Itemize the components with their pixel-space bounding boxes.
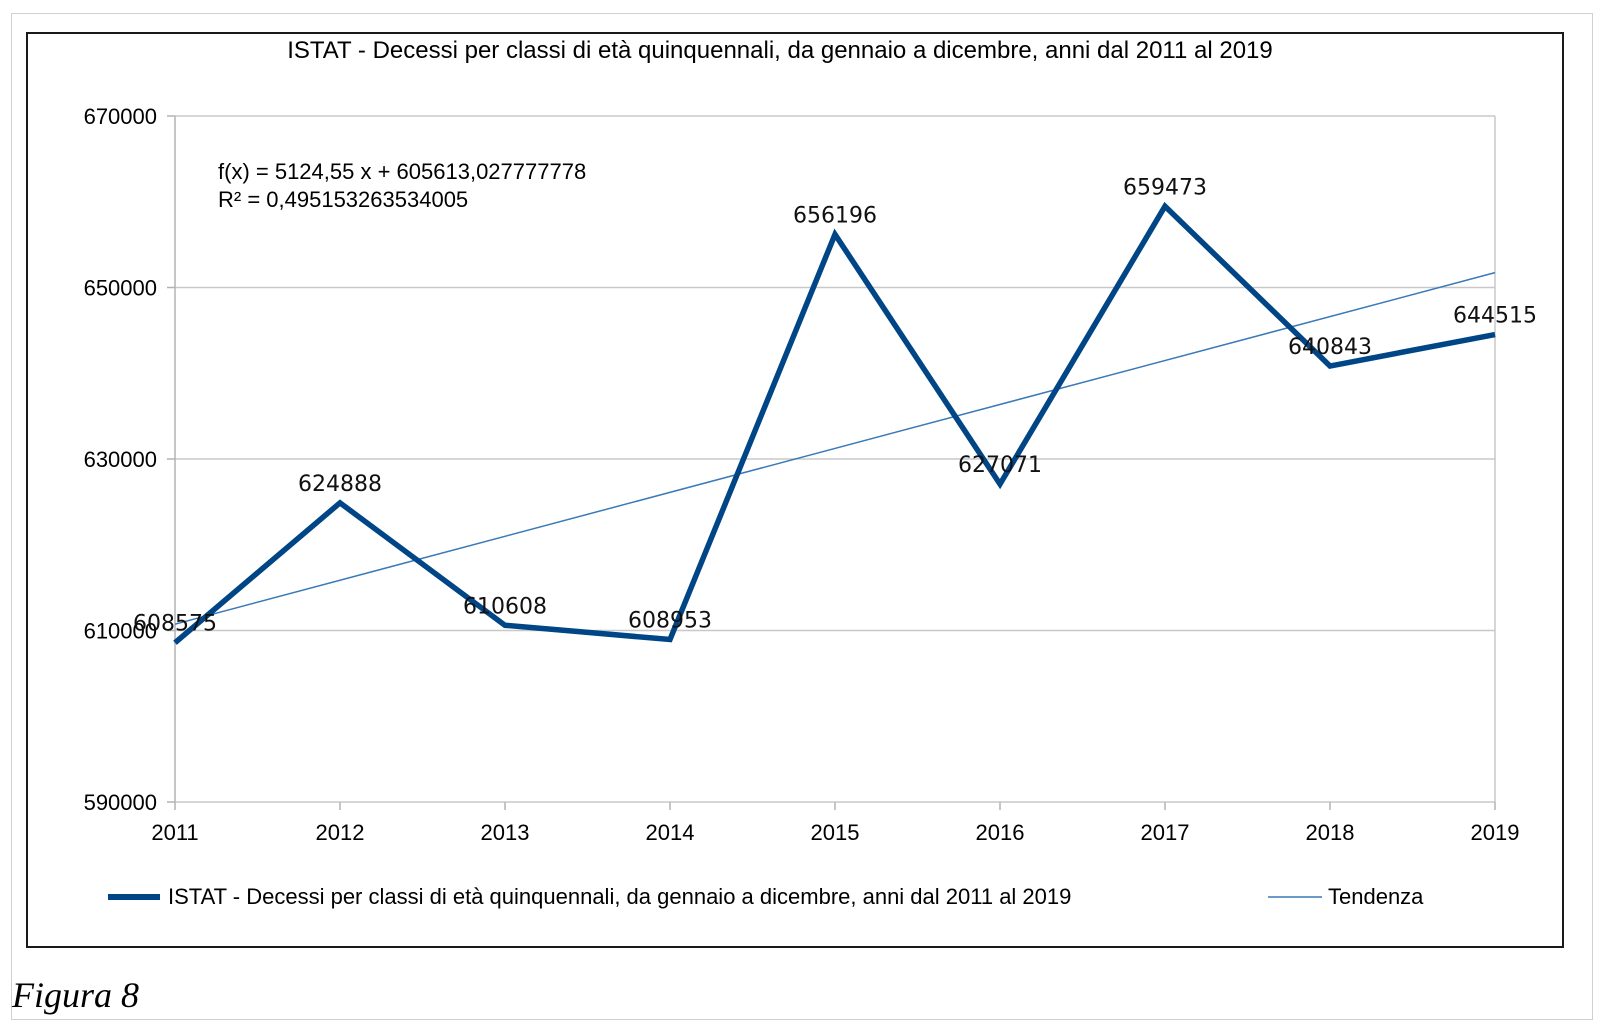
legend-series-label: ISTAT - Decessi per classi di età quinqu… [168,884,1071,909]
x-tick-label: 2019 [1471,820,1520,845]
x-tick-label: 2018 [1306,820,1355,845]
data-label: 644515 [1453,304,1537,329]
x-tick-label: 2014 [646,820,695,845]
data-label: 610608 [463,594,547,619]
data-label: 624888 [298,472,382,497]
chart-frame: ISTAT - Decessi per classi di età quinqu… [26,32,1564,948]
trendline [174,271,1496,625]
x-tick-label: 2015 [811,820,860,845]
legend-trend-label: Tendenza [1328,884,1424,909]
x-tick-label: 2012 [316,820,365,845]
page-frame [11,13,1593,1020]
y-tick-label: 610000 [84,619,157,644]
data-label: 608575 [133,612,217,637]
data-label: 659473 [1123,175,1207,200]
x-tick-label: 2011 [151,820,198,845]
figure-caption: Figura 8 [12,975,140,1015]
line-chart: ISTAT - Decessi per classi di età quinqu… [84,37,1537,909]
chart-title: ISTAT - Decessi per classi di età quinqu… [287,37,1273,64]
x-axis-ticks: 2011 2012 2013 2014 2015 2016 2017 2018 2019 [151,802,1519,845]
data-label: 627071 [958,453,1042,478]
data-label: 656196 [793,203,877,228]
y-tick-label: 670000 [84,104,157,129]
x-tick-label: 2017 [1141,820,1190,845]
y-tick-label: 590000 [84,790,157,815]
gridlines [167,115,1496,803]
trendline-layer [174,271,1496,625]
y-axis-ticks: 590000 610000 630000 650000 670000 [84,104,157,815]
data-label: 640843 [1288,335,1372,360]
y-tick-label: 630000 [84,447,157,472]
x-tick-label: 2016 [976,820,1025,845]
trendline-equation: f(x) = 5124,55 x + 605613,027777778 [218,159,586,184]
series-layer [173,201,1496,645]
data-labels: 608575 624888 610608 608953 656196 627071 6594… [133,175,1537,636]
y-tick-label: 650000 [84,276,157,301]
data-label: 608953 [628,608,712,633]
trendline-r-squared: R² = 0,495153263534005 [218,187,468,212]
x-tick-label: 2013 [481,820,530,845]
legend: ISTAT - Decessi per classi di età quinqu… [108,884,1424,909]
series-line [173,201,1496,645]
